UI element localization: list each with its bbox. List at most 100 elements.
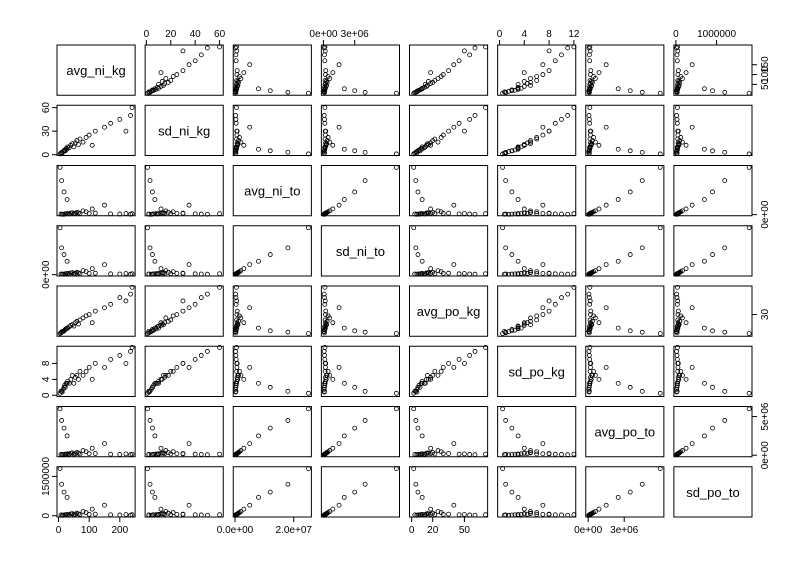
point (102, 502, 107, 508)
point (512, 512, 518, 518)
panel-frame (585, 104, 665, 156)
point (322, 105, 328, 111)
point (204, 349, 210, 354)
point (446, 68, 451, 74)
x-tick-label: 0e+00 (574, 525, 603, 536)
point (657, 466, 663, 471)
point (515, 494, 521, 500)
y-tick-label: 150 (760, 56, 771, 73)
point (86, 511, 92, 517)
point (235, 79, 241, 84)
point (588, 308, 594, 314)
point (461, 128, 467, 134)
point (336, 364, 342, 370)
point (586, 295, 592, 300)
point (325, 368, 331, 374)
point (675, 211, 680, 217)
point (163, 268, 169, 274)
point (256, 325, 261, 331)
point (689, 202, 695, 208)
point (198, 452, 204, 457)
panel-frame (56, 406, 136, 458)
point (483, 211, 488, 217)
point (446, 270, 451, 276)
point (321, 389, 327, 395)
point (518, 271, 524, 276)
point (518, 451, 524, 457)
point (571, 284, 577, 290)
point (540, 511, 546, 517)
point (415, 489, 421, 495)
point (336, 124, 342, 130)
point (472, 211, 478, 217)
point (675, 312, 681, 317)
point (675, 128, 681, 134)
point (158, 445, 164, 451)
point (362, 89, 368, 95)
point (565, 113, 571, 118)
point (77, 136, 83, 142)
point (192, 301, 198, 307)
point (534, 78, 540, 83)
point (534, 510, 540, 515)
point (440, 451, 446, 457)
point (117, 353, 123, 358)
point (639, 481, 645, 487)
point (129, 211, 135, 217)
point (521, 266, 527, 272)
point (472, 271, 478, 277)
point (586, 45, 592, 51)
panel-frame (56, 165, 136, 217)
panel-frame (497, 165, 577, 217)
point (722, 178, 728, 184)
point (571, 512, 577, 518)
point (515, 197, 521, 202)
point (528, 76, 533, 81)
point (123, 512, 129, 517)
point (336, 441, 342, 447)
point (596, 142, 602, 148)
point (540, 72, 546, 77)
point (503, 418, 509, 423)
point (483, 512, 488, 518)
point (674, 327, 680, 332)
point (509, 252, 515, 257)
point (180, 360, 186, 366)
point (393, 90, 399, 96)
point (234, 512, 239, 518)
point (129, 451, 135, 457)
panel-frame (144, 44, 224, 96)
point (524, 451, 530, 457)
point (509, 211, 515, 217)
point (540, 202, 546, 208)
point (503, 481, 509, 487)
point (415, 252, 421, 257)
point (552, 451, 558, 457)
point (234, 308, 240, 314)
point (57, 164, 63, 170)
point (415, 148, 421, 154)
point (128, 349, 133, 354)
point (174, 312, 180, 317)
point (411, 466, 417, 471)
panel-frame (56, 345, 136, 397)
point (701, 197, 707, 202)
point (456, 357, 462, 362)
point (639, 388, 645, 394)
point (534, 136, 540, 142)
point (746, 331, 752, 336)
point (675, 132, 681, 138)
point (336, 62, 342, 68)
panel-frame (232, 345, 312, 397)
point (502, 150, 507, 156)
point (552, 120, 558, 126)
point (675, 451, 680, 457)
point (322, 120, 328, 126)
point (180, 68, 186, 74)
point (461, 360, 467, 366)
point (521, 321, 527, 327)
point (521, 450, 527, 456)
point (341, 325, 347, 331)
point (675, 105, 680, 111)
point (129, 105, 135, 111)
